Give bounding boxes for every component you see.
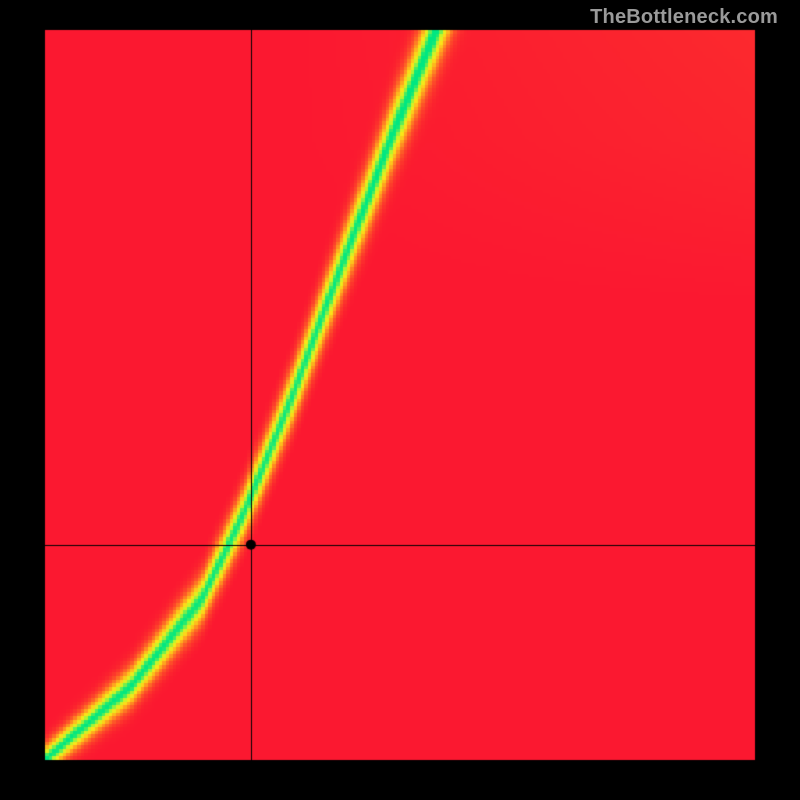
watermark-text: TheBottleneck.com: [590, 6, 778, 29]
bottleneck-heatmap-canvas: [0, 0, 800, 800]
figure-root: TheBottleneck.com: [0, 0, 800, 800]
